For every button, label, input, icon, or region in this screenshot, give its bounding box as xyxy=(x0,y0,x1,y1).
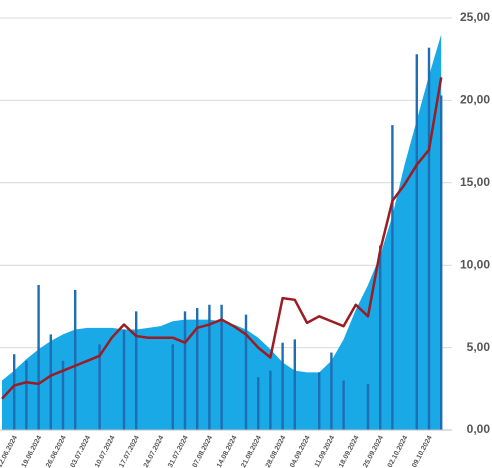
y-tick-label: 25,00 xyxy=(460,10,490,24)
bar xyxy=(49,334,52,430)
bar xyxy=(342,380,345,430)
bar xyxy=(98,344,101,430)
bar xyxy=(208,304,211,430)
x-tick-label: 02.10.2024 xyxy=(387,435,410,468)
x-tick-label: 25.09.2024 xyxy=(362,435,385,468)
y-tick-label: 15,00 xyxy=(460,175,490,189)
x-tick-label: 10.07.2024 xyxy=(94,435,117,468)
bar xyxy=(366,383,370,430)
x-tick-label: 04.09.2024 xyxy=(289,435,312,468)
bar xyxy=(25,360,28,430)
x-tick-label: 18.09.2024 xyxy=(338,435,361,468)
x-tick-label: 17.07.2024 xyxy=(118,435,141,468)
x-tick-label: 21.08.2024 xyxy=(240,435,263,468)
bar xyxy=(13,354,16,430)
bar xyxy=(379,245,382,430)
bar xyxy=(318,372,321,430)
bar xyxy=(37,284,40,430)
x-tick-label: 28.08.2024 xyxy=(265,435,288,468)
bar xyxy=(269,370,272,430)
x-tick-label: 19.06.2024 xyxy=(21,435,44,468)
bar xyxy=(122,329,126,430)
bar xyxy=(281,342,284,430)
bar xyxy=(427,47,431,430)
bar xyxy=(415,54,418,430)
y-tick-label: 20,00 xyxy=(460,93,490,107)
x-tick-label: 31.07.2024 xyxy=(167,435,190,468)
bar xyxy=(220,304,223,430)
x-tick-label: 11.09.2024 xyxy=(314,435,336,468)
x-tick-label: 03.07.2024 xyxy=(70,435,93,468)
y-tick-label: 10,00 xyxy=(460,257,490,271)
bar xyxy=(171,344,174,430)
y-tick-label: 0,00 xyxy=(467,422,491,436)
bar xyxy=(293,339,296,430)
y-tick-label: 5,00 xyxy=(467,340,491,354)
area xyxy=(2,34,442,430)
bar xyxy=(61,360,65,430)
bar xyxy=(391,125,394,431)
bar xyxy=(440,95,443,431)
x-tick-label: 14.08.2024 xyxy=(216,435,239,468)
x-tick-label: 24.07.2024 xyxy=(143,435,166,468)
bar xyxy=(257,377,260,430)
x-tick-label: 12.06.2024 xyxy=(0,435,19,468)
x-tick-label: 26.06.2024 xyxy=(45,435,68,468)
x-tick-label: 07.08.2024 xyxy=(192,435,215,468)
x-tick-label: 09.10.2024 xyxy=(411,435,434,468)
bar xyxy=(244,314,248,430)
line xyxy=(1,77,443,400)
bar xyxy=(183,311,187,430)
bar xyxy=(196,308,199,430)
bar xyxy=(74,289,77,430)
bar xyxy=(330,352,333,430)
bar xyxy=(135,311,138,430)
